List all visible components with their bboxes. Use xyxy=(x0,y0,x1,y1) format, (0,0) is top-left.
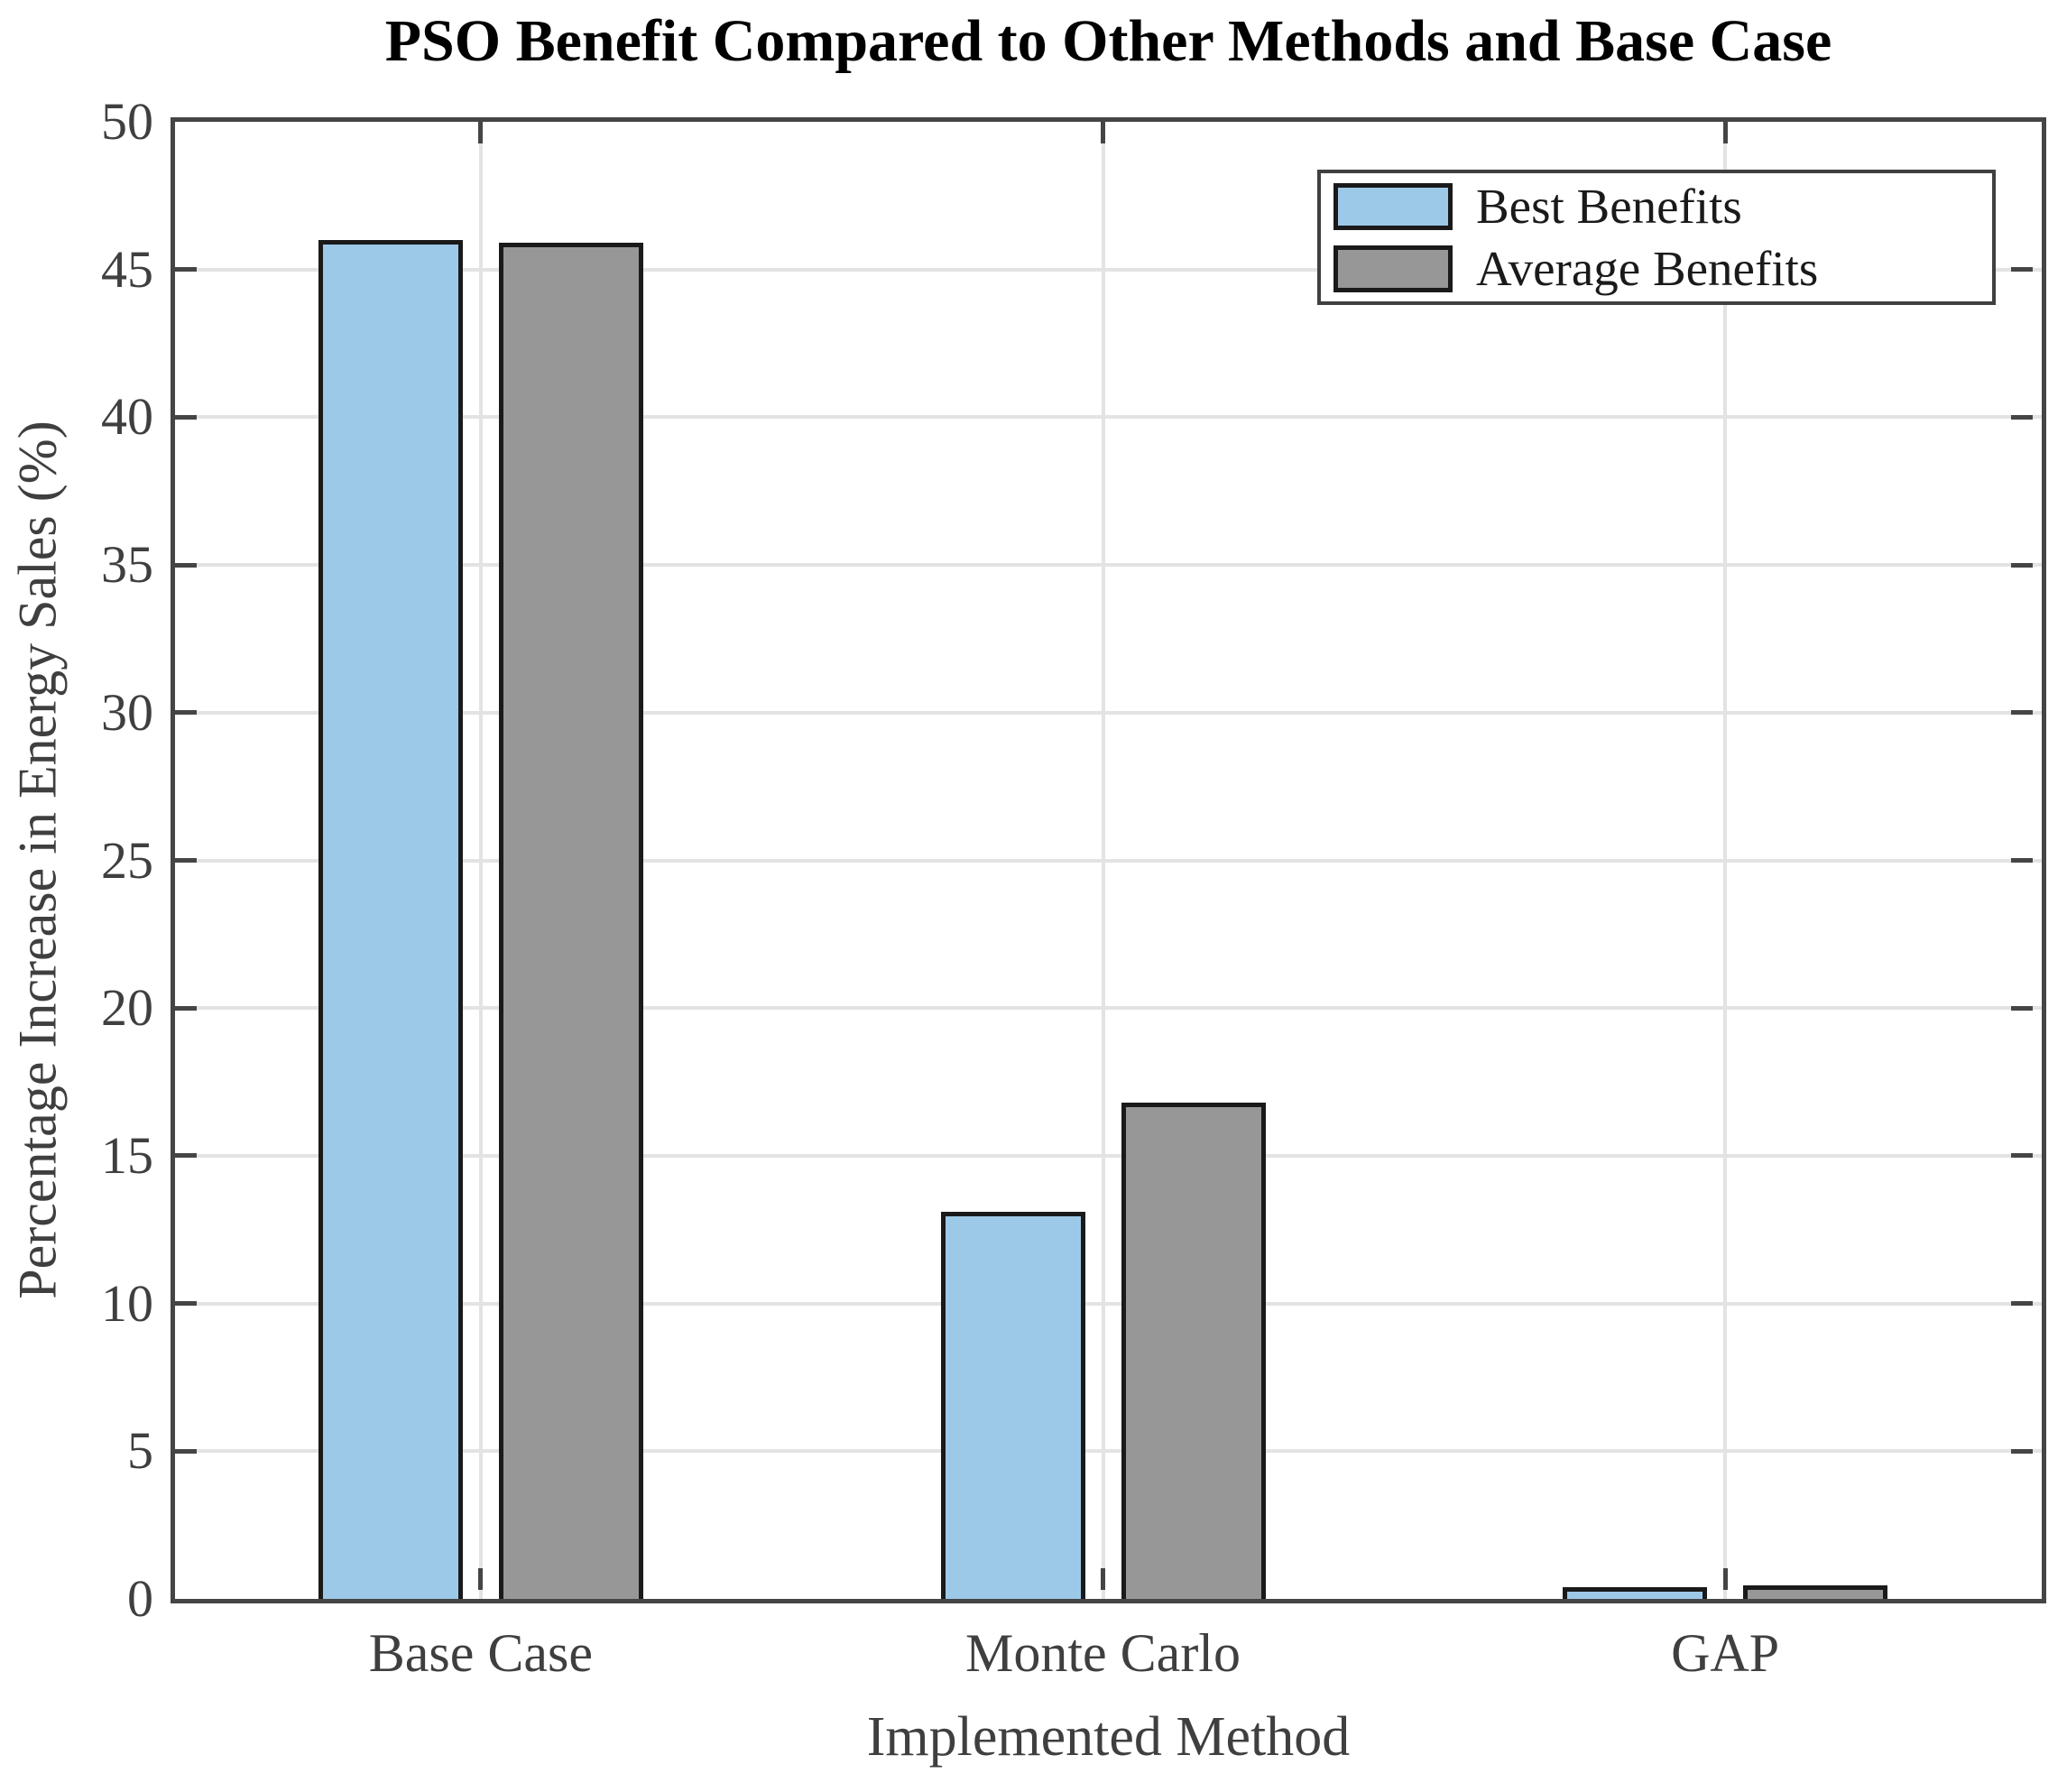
x-gridline xyxy=(1101,122,1105,1599)
y-tick-label: 10 xyxy=(101,1273,153,1333)
bar-average-benefits-gap xyxy=(1743,1585,1888,1599)
legend-label: Average Benefits xyxy=(1476,241,1819,296)
y-tick-left xyxy=(175,562,197,568)
y-tick-left xyxy=(175,267,197,272)
bar-average-benefits-monte-carlo xyxy=(1121,1102,1266,1599)
x-tick-top xyxy=(478,122,484,143)
y-tick-right xyxy=(2011,1005,2033,1011)
x-tick-label: Base Case xyxy=(368,1623,593,1683)
x-gridline xyxy=(478,122,483,1599)
legend-item: Best Benefits xyxy=(1333,181,1992,231)
y-tick-right xyxy=(2011,1448,2033,1454)
y-gridline xyxy=(175,563,2042,568)
y-gridline xyxy=(175,415,2042,420)
chart-title: PSO Benefit Compared to Other Methods an… xyxy=(384,8,1832,74)
y-tick-right xyxy=(2011,562,2033,568)
legend-label: Best Benefits xyxy=(1476,179,1742,234)
y-gridline xyxy=(175,1449,2042,1454)
y-tick-label: 5 xyxy=(127,1421,153,1481)
y-gridline xyxy=(175,710,2042,715)
y-tick-label: 25 xyxy=(101,830,153,890)
x-tick-label: GAP xyxy=(1671,1623,1780,1683)
y-tick-label: 45 xyxy=(101,239,153,299)
y-tick-label: 20 xyxy=(101,978,153,1038)
y-tick-right xyxy=(2011,1301,2033,1307)
y-tick-label: 15 xyxy=(101,1125,153,1185)
y-tick-left xyxy=(175,414,197,420)
x-gridline xyxy=(1723,122,1728,1599)
x-tick-bottom xyxy=(1101,1568,1105,1590)
x-tick-bottom xyxy=(478,1568,484,1590)
x-tick-top xyxy=(1722,122,1728,143)
y-tick-left xyxy=(175,710,197,716)
y-gridline xyxy=(175,858,2042,863)
y-tick-left xyxy=(175,1153,197,1159)
y-tick-left xyxy=(175,858,197,863)
x-axis-label: Implemented Method xyxy=(866,1706,1351,1768)
x-tick-bottom xyxy=(1722,1568,1728,1590)
y-gridline xyxy=(175,267,2042,272)
y-gridline xyxy=(175,1153,2042,1158)
y-tick-left xyxy=(175,1301,197,1307)
legend: Best Benefits Average Benefits xyxy=(1317,170,1996,305)
y-gridline xyxy=(175,1006,2042,1011)
y-tick-left xyxy=(175,1448,197,1454)
y-gridline xyxy=(175,1301,2042,1306)
y-tick-left xyxy=(175,1005,197,1011)
y-tick-right xyxy=(2011,267,2033,272)
bar-best-benefits-monte-carlo xyxy=(940,1212,1085,1599)
x-tick-label: Monte Carlo xyxy=(965,1623,1241,1683)
x-tick-top xyxy=(1101,122,1105,143)
plot-area xyxy=(171,117,2046,1603)
y-tick-label: 0 xyxy=(127,1569,153,1628)
y-tick-label: 40 xyxy=(101,387,153,447)
y-tick-right xyxy=(2011,1153,2033,1159)
bar-best-benefits-base-case xyxy=(318,239,463,1599)
y-tick-right xyxy=(2011,858,2033,863)
y-tick-label: 35 xyxy=(101,535,153,595)
y-tick-label: 30 xyxy=(101,682,153,742)
y-tick-right xyxy=(2011,710,2033,716)
legend-item: Average Benefits xyxy=(1333,244,1992,293)
y-tick-right xyxy=(2011,414,2033,420)
bar-average-benefits-base-case xyxy=(498,243,643,1599)
legend-swatch-average-benefits xyxy=(1333,245,1453,292)
y-tick-label: 50 xyxy=(101,92,153,151)
legend-swatch-best-benefits xyxy=(1333,182,1453,230)
bar-best-benefits-gap xyxy=(1563,1586,1708,1599)
